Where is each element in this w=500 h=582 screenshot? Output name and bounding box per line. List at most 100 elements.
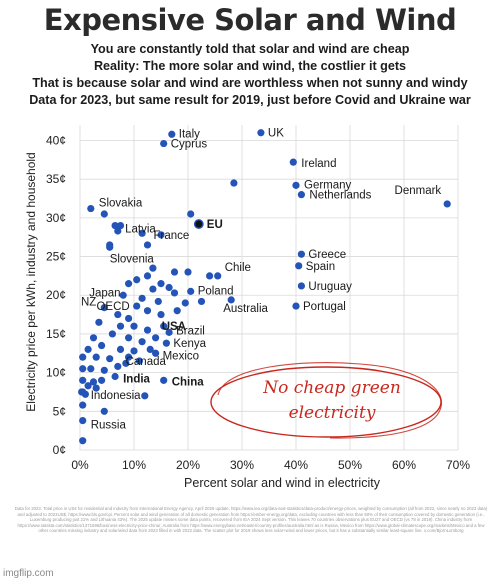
x-tick-label: 60% (392, 458, 416, 472)
point-label-portugal: Portugal (303, 301, 346, 313)
data-point (143, 272, 152, 280)
point-label-kenya: Kenya (173, 338, 206, 350)
y-tick-label: 0¢ (53, 443, 66, 457)
data-point (92, 384, 100, 392)
data-point (170, 289, 179, 297)
data-point (230, 179, 238, 187)
data-point-spain (295, 262, 303, 270)
data-point-china (160, 376, 168, 384)
subtitle-line-2: Reality: The more solar and wind, the co… (93, 59, 407, 73)
x-tick-label: 10% (122, 458, 146, 472)
data-point (157, 231, 165, 239)
data-point-slovenia (106, 243, 114, 251)
data-point (173, 307, 181, 315)
data-point-latvia (111, 221, 119, 230)
data-point (100, 366, 108, 374)
data-point-oecd (133, 302, 141, 310)
data-point-russia (79, 416, 87, 425)
data-point (149, 285, 157, 293)
data-point-eu (193, 219, 204, 229)
point-label-australia: Australia (223, 303, 268, 315)
point-label-greece: Greece (308, 249, 346, 261)
data-point-uruguay (297, 282, 305, 290)
data-point (184, 268, 192, 276)
point-label-chile: Chile (225, 262, 251, 274)
data-point-uk (257, 129, 265, 137)
data-point-india (111, 372, 119, 381)
x-tick-label: 50% (338, 458, 362, 472)
data-point (79, 437, 87, 445)
point-label-poland: Poland (198, 285, 234, 297)
data-point-chile (214, 272, 222, 280)
data-point-germany (292, 181, 300, 189)
data-point (154, 297, 162, 306)
data-point (114, 362, 122, 371)
data-point (157, 280, 165, 288)
y-tick-label: 35¢ (46, 172, 66, 186)
data-point (130, 347, 138, 355)
data-point (141, 392, 149, 400)
y-tick-label: 25¢ (46, 250, 66, 264)
data-point (100, 210, 108, 218)
footnote: Data for 2023. Total price in US¢ for re… (14, 506, 488, 534)
point-label-cyprus: Cyprus (171, 139, 208, 151)
x-tick-label: 0% (71, 458, 89, 472)
y-axis-ticks: 0¢ 5¢ 10¢ 15¢ 20¢ 25¢ 30¢ 35¢ 40¢ (46, 133, 66, 457)
x-tick-label: 40% (284, 458, 308, 472)
x-tick-label: 30% (230, 458, 254, 472)
data-point (135, 357, 143, 365)
data-point (149, 264, 157, 272)
data-point-canada (125, 353, 133, 361)
grid (79, 125, 459, 451)
annotation-ellipse (210, 366, 442, 438)
data-point (143, 307, 152, 315)
data-point (138, 338, 146, 346)
y-tick-label: 15¢ (46, 327, 66, 341)
data-point-italy (168, 130, 176, 138)
data-point (98, 341, 106, 350)
point-label-slovenia: Slovenia (110, 253, 155, 265)
data-point (125, 334, 133, 342)
data-point (157, 310, 165, 319)
data-point (187, 210, 195, 218)
data-point (87, 365, 95, 373)
y-tick-label: 30¢ (46, 211, 66, 225)
data-point (133, 276, 141, 284)
data-point-greece (297, 250, 305, 258)
data-point (116, 221, 125, 230)
point-label-spain: Spain (306, 261, 335, 273)
data-point (122, 359, 130, 367)
data-point (98, 376, 106, 384)
data-point-ireland (289, 158, 297, 166)
y-tick-label: 40¢ (46, 133, 66, 147)
data-point (114, 310, 122, 319)
data-point (89, 378, 98, 386)
point-label-netherlands: Netherlands (309, 190, 371, 202)
data-point (92, 353, 100, 361)
data-point (143, 326, 152, 334)
data-point (125, 314, 133, 323)
data-point (116, 345, 125, 354)
data-point (95, 318, 103, 326)
data-point-japan (125, 280, 133, 288)
data-point (84, 382, 92, 390)
point-label-india: India (123, 373, 150, 385)
point-label-usa: USA (162, 321, 186, 333)
point-label-latvia: Latvia (125, 224, 156, 236)
data-point (119, 291, 127, 299)
data-point-france (143, 241, 152, 249)
data-point (181, 299, 189, 307)
data-point-portugal (292, 302, 300, 310)
data-point (79, 353, 87, 361)
point-label-france: France (154, 230, 190, 242)
point-label-eu: EU (207, 219, 223, 231)
point-label-oecd: OECD (96, 301, 129, 313)
data-point-slovakia (87, 204, 95, 213)
subtitle-line-3: That is because solar and wind are worth… (32, 76, 468, 90)
data-point (146, 345, 154, 354)
data-point (79, 376, 87, 384)
annotation-no-cheap-green: No cheap green electricity (210, 362, 443, 439)
point-label-denmark: Denmark (395, 185, 442, 197)
annotation-text-line-2: electricity (289, 403, 376, 423)
